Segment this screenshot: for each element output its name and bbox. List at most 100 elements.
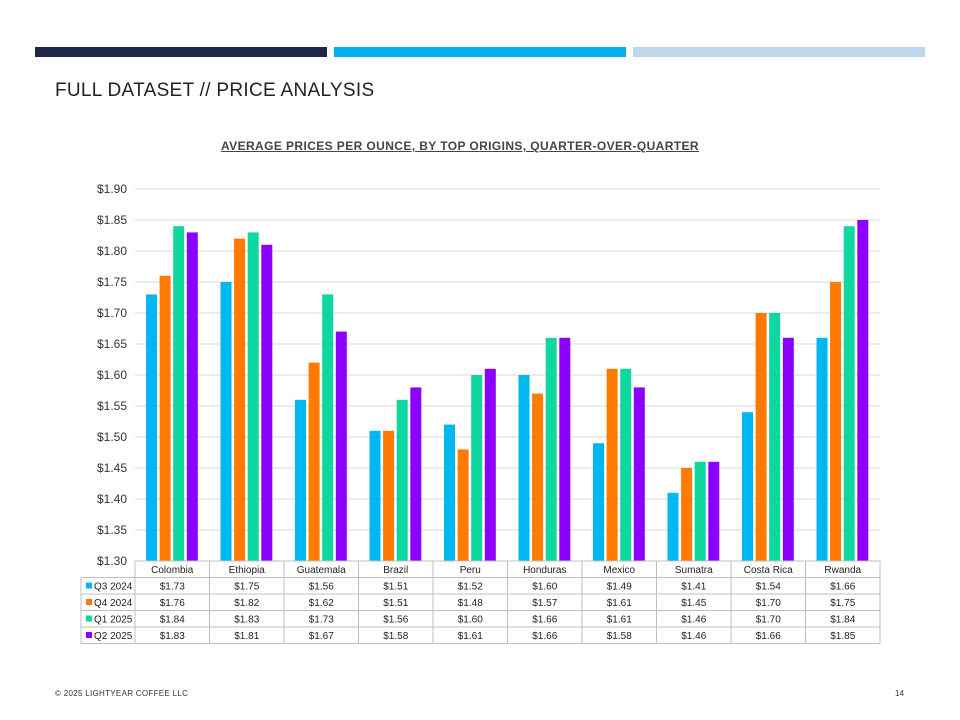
data-label: $1.66 <box>830 582 855 593</box>
x-tick-label: Guatemala <box>297 565 346 576</box>
header-bar-blue <box>334 47 626 57</box>
bar <box>146 294 157 561</box>
data-label: $1.84 <box>160 615 185 626</box>
bar <box>633 387 645 561</box>
data-label: $1.51 <box>383 582 408 593</box>
y-tick-label: $1.35 <box>97 523 127 537</box>
bar <box>322 294 334 561</box>
data-label: $1.70 <box>756 615 781 626</box>
bar <box>559 337 571 561</box>
data-label: $1.60 <box>532 582 557 593</box>
data-label: $1.57 <box>532 598 557 609</box>
y-tick-label: $1.85 <box>97 213 127 227</box>
legend-swatch <box>86 582 92 589</box>
data-label: $1.56 <box>383 615 408 626</box>
x-tick-label: Brazil <box>383 565 408 576</box>
bar <box>308 362 320 561</box>
data-label: $1.85 <box>830 631 855 642</box>
data-label: $1.67 <box>309 631 334 642</box>
bar <box>261 244 273 562</box>
x-tick-label: Sumatra <box>675 565 713 576</box>
data-label: $1.66 <box>756 631 781 642</box>
bar <box>247 232 259 561</box>
data-label: $1.41 <box>681 582 706 593</box>
bar <box>396 399 408 561</box>
x-tick-label: Ethiopia <box>229 565 266 576</box>
data-label: $1.76 <box>160 598 185 609</box>
data-label: $1.45 <box>681 598 706 609</box>
y-tick-label: $1.75 <box>97 275 127 289</box>
chart-title: AVERAGE PRICES PER OUNCE, BY TOP ORIGINS… <box>221 139 699 153</box>
data-label: $1.51 <box>383 598 408 609</box>
bar <box>444 424 455 561</box>
bar <box>383 430 395 561</box>
y-tick-label: $1.90 <box>97 182 127 196</box>
legend-label: Q1 2025 <box>94 615 133 626</box>
data-label: $1.75 <box>234 582 259 593</box>
bar <box>606 368 618 561</box>
data-label: $1.83 <box>234 615 259 626</box>
footer-copyright: © 2025 LIGHTYEAR COFFEE LLC <box>55 689 189 698</box>
bar <box>816 337 828 561</box>
x-tick-label: Honduras <box>523 565 566 576</box>
x-tick-label: Costa Rica <box>744 565 793 576</box>
data-label: $1.56 <box>309 582 334 593</box>
bar <box>173 226 185 561</box>
bar <box>484 368 496 561</box>
bar <box>532 393 544 561</box>
bar <box>295 399 306 561</box>
bar <box>593 443 604 561</box>
legend-label: Q3 2024 <box>94 582 133 593</box>
y-tick-label: $1.65 <box>97 337 127 351</box>
data-label: $1.62 <box>309 598 334 609</box>
bar <box>186 232 198 561</box>
header-bar-light-blue <box>633 47 925 57</box>
bar <box>518 375 530 561</box>
x-tick-label: Mexico <box>603 565 635 576</box>
data-label: $1.46 <box>681 615 706 626</box>
legend-swatch <box>86 632 92 638</box>
bar <box>234 238 246 561</box>
bar <box>681 468 693 561</box>
x-tick-label: Rwanda <box>824 565 861 576</box>
data-label: $1.46 <box>681 631 706 642</box>
header-bar-navy <box>35 47 327 57</box>
data-label: $1.81 <box>234 631 259 642</box>
bar <box>782 337 794 561</box>
data-label: $1.52 <box>458 582 483 593</box>
data-label: $1.82 <box>234 598 259 609</box>
data-label: $1.73 <box>309 615 334 626</box>
y-tick-label: $1.80 <box>97 244 127 258</box>
bar <box>410 387 422 561</box>
legend-label: Q2 2025 <box>94 631 133 642</box>
data-label: $1.73 <box>160 582 185 593</box>
bar <box>830 282 842 561</box>
data-label: $1.54 <box>756 582 781 593</box>
bar <box>667 492 679 561</box>
bar <box>457 449 469 561</box>
data-label: $1.49 <box>607 582 632 593</box>
bar <box>755 313 767 561</box>
bar <box>471 375 483 561</box>
y-tick-label: $1.55 <box>97 399 127 413</box>
y-tick-label: $1.70 <box>97 306 127 320</box>
y-tick-label: $1.45 <box>97 461 127 475</box>
y-tick-label: $1.40 <box>97 492 127 506</box>
legend-swatch <box>86 615 92 622</box>
y-tick-label: $1.30 <box>97 554 127 568</box>
data-label: $1.48 <box>458 598 483 609</box>
legend-label: Q4 2024 <box>94 598 133 609</box>
data-label: $1.61 <box>458 631 483 642</box>
bar <box>857 220 869 561</box>
slide-title: FULL DATASET // PRICE ANALYSIS <box>55 80 375 101</box>
page-number: 14 <box>895 689 904 698</box>
bar <box>620 368 632 561</box>
legend-swatch <box>86 599 92 605</box>
data-label: $1.61 <box>607 615 632 626</box>
bar <box>694 461 706 561</box>
bar <box>159 275 171 561</box>
data-label: $1.83 <box>160 631 185 642</box>
bar <box>545 337 557 561</box>
bar <box>369 430 381 561</box>
